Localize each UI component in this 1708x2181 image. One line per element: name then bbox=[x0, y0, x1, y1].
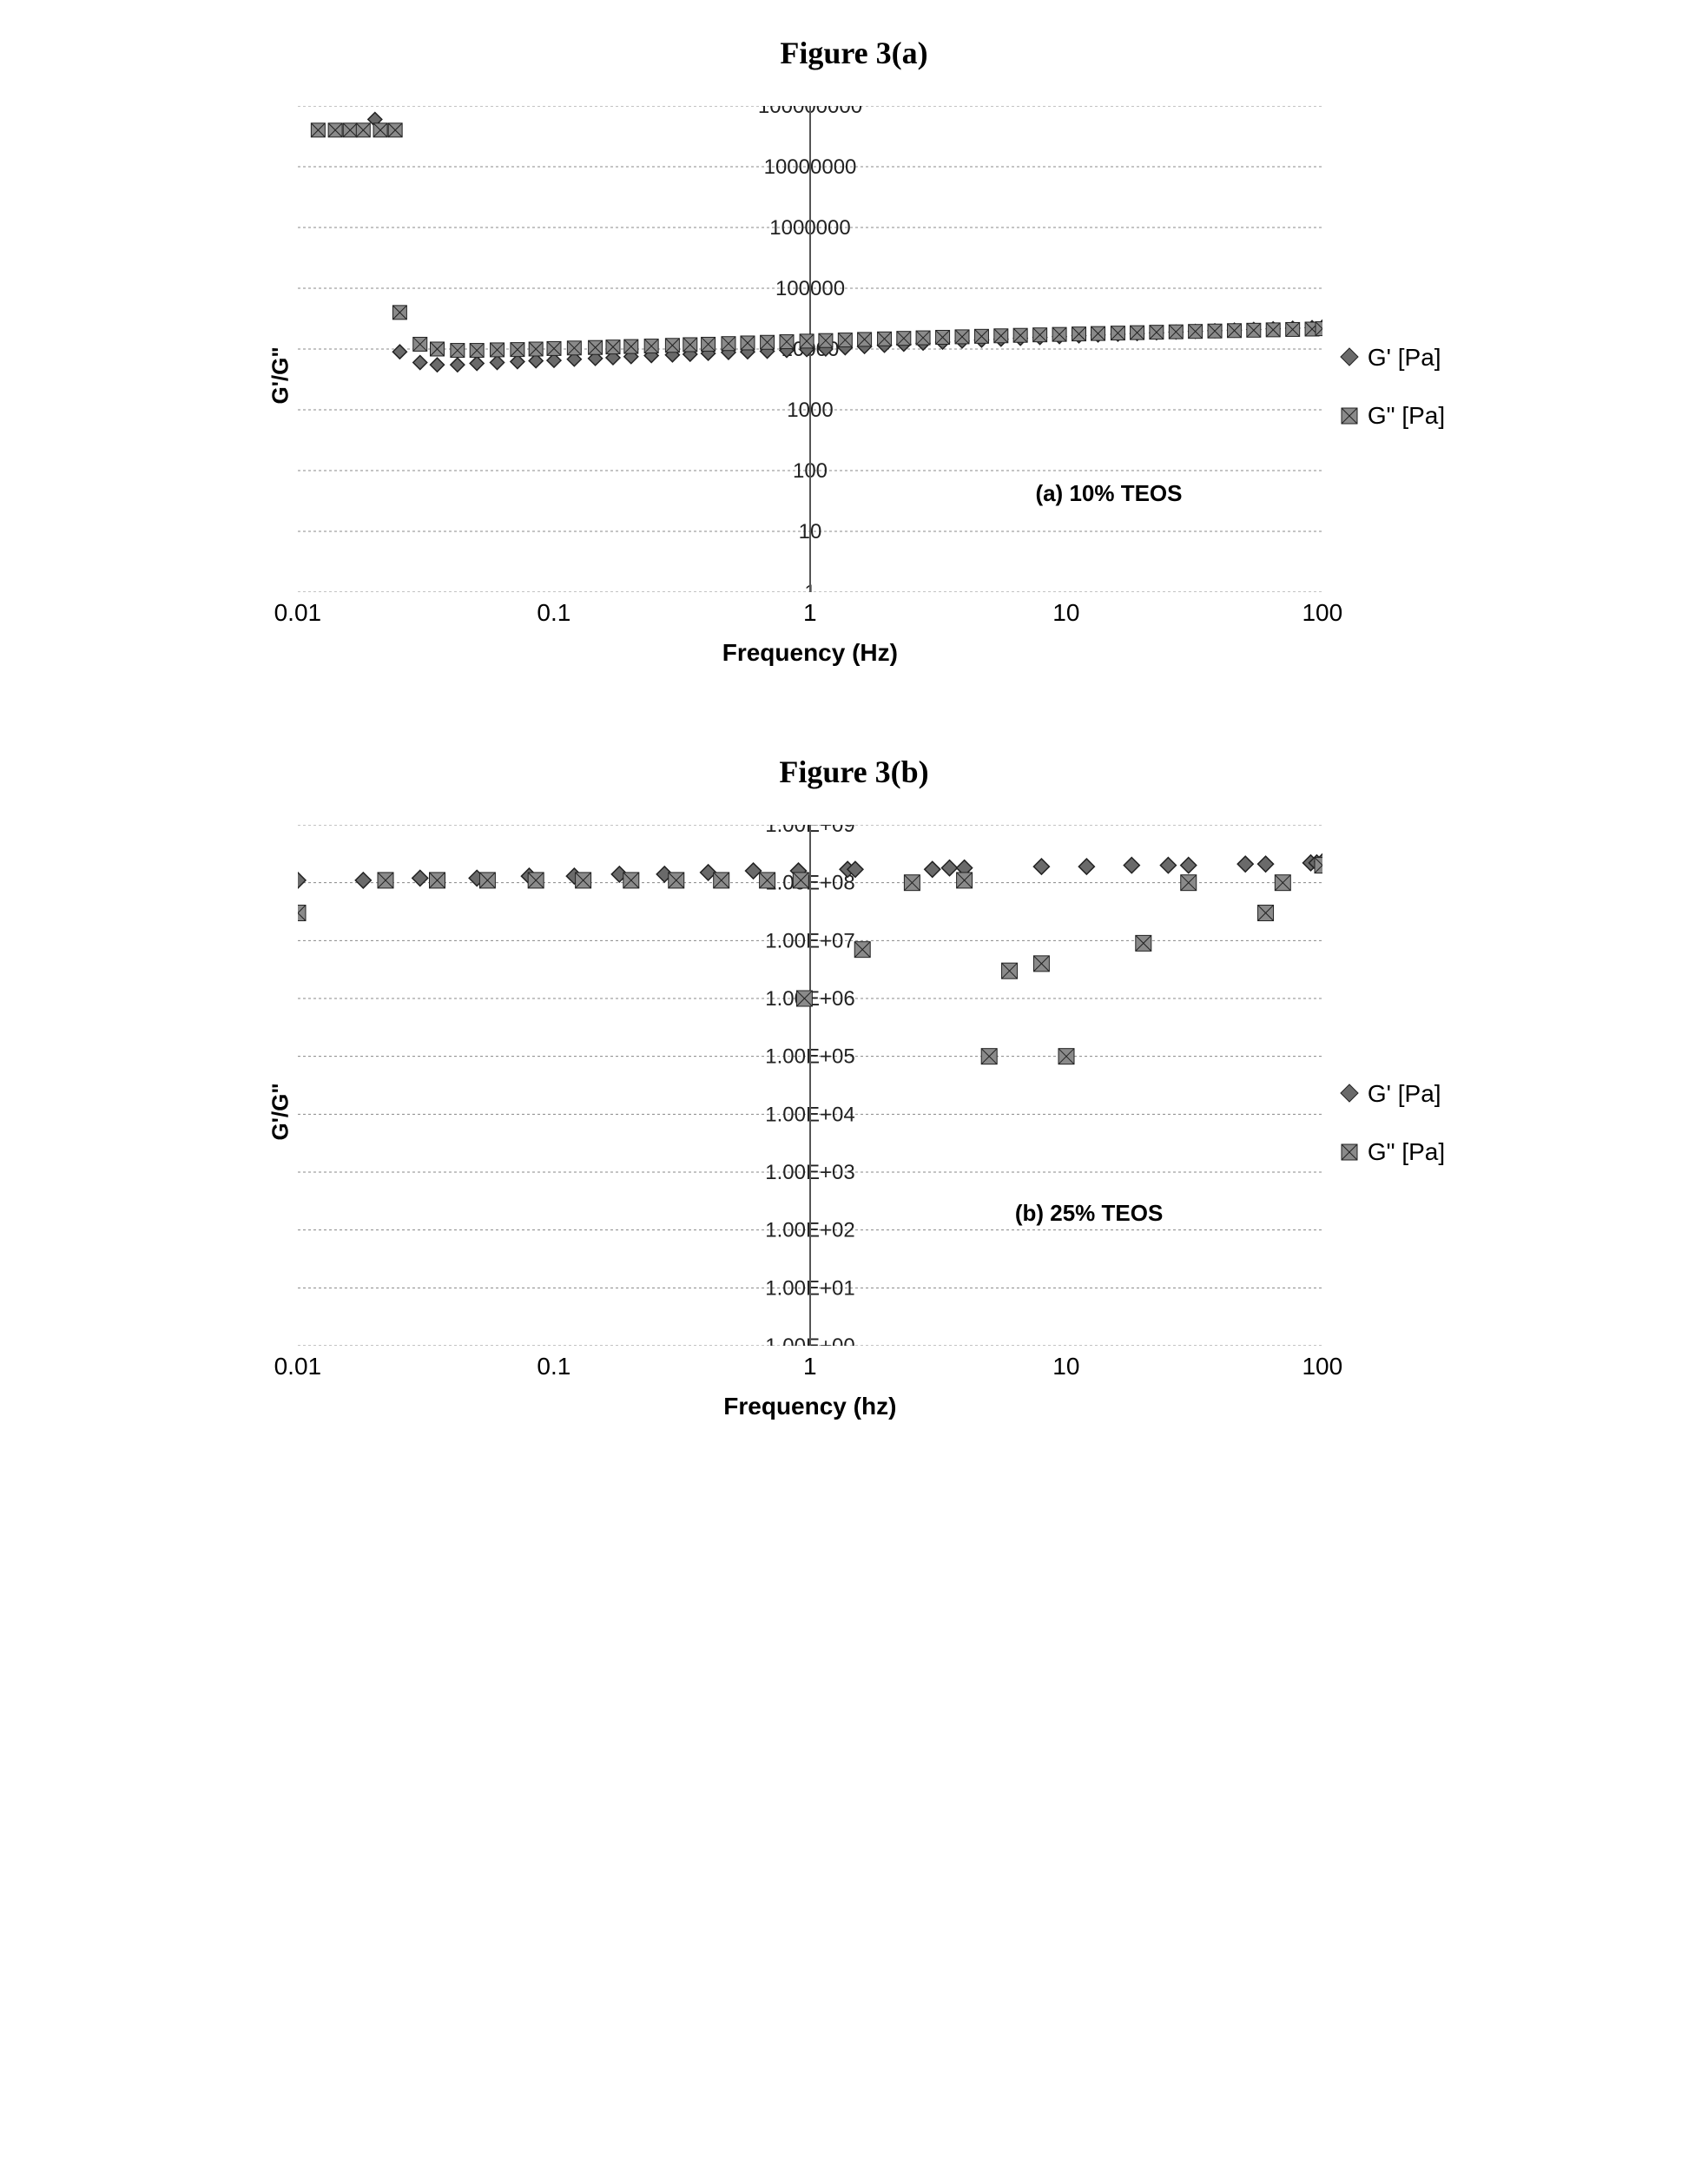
figure-b-svg: 1.00E+001.00E+011.00E+021.00E+031.00E+04… bbox=[298, 825, 1322, 1346]
figure-b: Figure 3(b) G'/G" 1.00E+001.00E+011.00E+… bbox=[116, 754, 1593, 1420]
legend-label-gdprime: G" [Pa] bbox=[1368, 386, 1445, 445]
figure-a-legend: G' [Pa] G" [Pa] bbox=[1340, 328, 1445, 445]
figure-a-title: Figure 3(a) bbox=[116, 35, 1593, 71]
figure-b-row: G'/G" 1.00E+001.00E+011.00E+021.00E+031.… bbox=[116, 825, 1593, 1420]
figure-b-ylabel: G'/G" bbox=[267, 1105, 293, 1140]
figure-a: Figure 3(a) G'/G" 1101001000100001000001… bbox=[116, 35, 1593, 667]
legend-item-gprime: G' [Pa] bbox=[1340, 328, 1445, 386]
legend-item-gdprime-b: G" [Pa] bbox=[1340, 1123, 1445, 1181]
figure-a-ylabel: G'/G" bbox=[267, 369, 293, 404]
figure-b-annotation: (b) 25% TEOS bbox=[1015, 1200, 1163, 1227]
figure-b-title: Figure 3(b) bbox=[116, 754, 1593, 790]
figure-a-svg: 1101001000100001000001000000100000001000… bbox=[298, 106, 1322, 592]
figure-a-plot: 1101001000100001000001000000100000001000… bbox=[298, 106, 1322, 667]
figure-a-row: G'/G" 1101001000100001000001000000100000… bbox=[116, 106, 1593, 667]
diamond-icon bbox=[1340, 1084, 1359, 1103]
legend-item-gprime-b: G' [Pa] bbox=[1340, 1064, 1445, 1123]
legend-label-gprime: G' [Pa] bbox=[1368, 328, 1441, 386]
figure-a-xticks: 0.010.1110100 bbox=[298, 599, 1322, 629]
diamond-icon bbox=[1340, 347, 1359, 366]
figure-b-xlabel: Frequency (hz) bbox=[298, 1393, 1322, 1420]
square-icon bbox=[1340, 406, 1359, 425]
figure-a-annotation: (a) 10% TEOS bbox=[1035, 480, 1182, 507]
figure-b-xticks: 0.010.1110100 bbox=[298, 1353, 1322, 1382]
figure-a-xlabel: Frequency (Hz) bbox=[298, 639, 1322, 667]
legend-label-gprime-b: G' [Pa] bbox=[1368, 1064, 1441, 1123]
legend-item-gdprime: G" [Pa] bbox=[1340, 386, 1445, 445]
square-icon bbox=[1340, 1143, 1359, 1162]
legend-label-gdprime-b: G" [Pa] bbox=[1368, 1123, 1445, 1181]
figure-b-plot: 1.00E+001.00E+011.00E+021.00E+031.00E+04… bbox=[298, 825, 1322, 1420]
figure-b-legend: G' [Pa] G" [Pa] bbox=[1340, 1064, 1445, 1181]
